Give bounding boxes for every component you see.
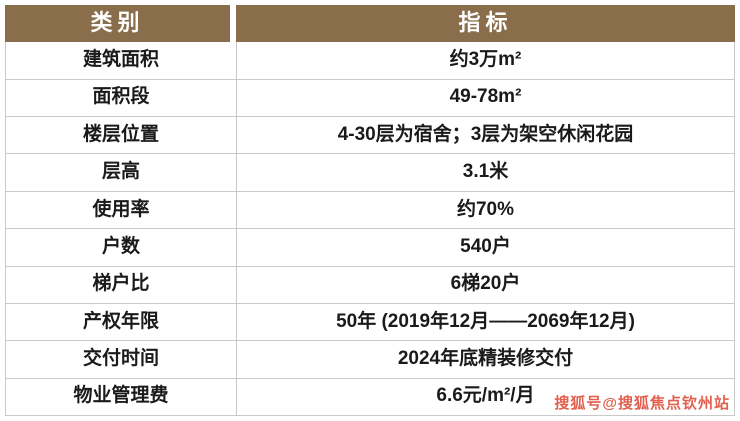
row-category: 使用率 xyxy=(6,191,237,229)
header-indicator: 指标 xyxy=(236,5,735,43)
row-category: 物业管理费 xyxy=(6,378,237,416)
table-row-management-fee: 物业管理费 6.6元/m²/月 xyxy=(6,378,734,416)
table-row-household-count: 户数 540户 xyxy=(6,229,734,267)
row-value: 约70% xyxy=(456,198,515,220)
row-value: 4-30层为宿舍；3层为架空休闲花园 xyxy=(337,123,634,145)
table-row-area-range: 面积段 49-78m² xyxy=(6,79,734,118)
row-category: 户数 xyxy=(6,229,237,266)
row-value: 540户 xyxy=(460,235,511,257)
row-category: 面积段 xyxy=(6,79,237,117)
row-category: 建筑面积 xyxy=(6,42,237,79)
row-value: 约3万m² xyxy=(449,49,522,71)
table-header-row: 类别 指标 xyxy=(5,5,735,43)
table-row-usage-rate: 使用率 约70% xyxy=(6,191,734,230)
table-row-delivery-time: 交付时间 2024年底精装修交付 xyxy=(6,341,734,379)
row-value: 6梯20户 xyxy=(450,273,521,295)
row-value: 2024年底精装修交付 xyxy=(397,348,574,370)
row-category: 交付时间 xyxy=(6,341,237,378)
row-category: 梯户比 xyxy=(6,266,237,303)
row-category: 楼层位置 xyxy=(6,117,237,154)
row-category: 层高 xyxy=(6,154,237,191)
watermark: 搜狐号@搜狐焦点钦州站 xyxy=(554,395,730,412)
row-value: 3.1米 xyxy=(462,161,509,183)
row-value: 50年 (2019年12月——2069年12月) xyxy=(336,310,635,332)
table-row-floor-position: 楼层位置 4-30层为宿舍；3层为架空休闲花园 xyxy=(6,117,734,155)
property-spec-table: 类别 指标 建筑面积 约3万m² 面积段 49-78m² 楼层位置 4-30层为… xyxy=(5,5,735,416)
table-row-property-term: 产权年限 50年 (2019年12月——2069年12月) xyxy=(6,303,734,342)
row-value: 6.6元/m²/月 xyxy=(436,385,535,407)
header-category: 类别 xyxy=(5,5,236,43)
table-row-floor-height: 层高 3.1米 xyxy=(6,154,734,192)
table-row-building-area: 建筑面积 约3万m² xyxy=(6,42,734,80)
row-category: 产权年限 xyxy=(6,303,237,341)
row-value: 49-78m² xyxy=(449,86,522,108)
table-row-elevator-ratio: 梯户比 6梯20户 xyxy=(6,266,734,304)
table-body: 建筑面积 约3万m² 面积段 49-78m² 楼层位置 4-30层为宿舍；3层为… xyxy=(5,42,735,416)
